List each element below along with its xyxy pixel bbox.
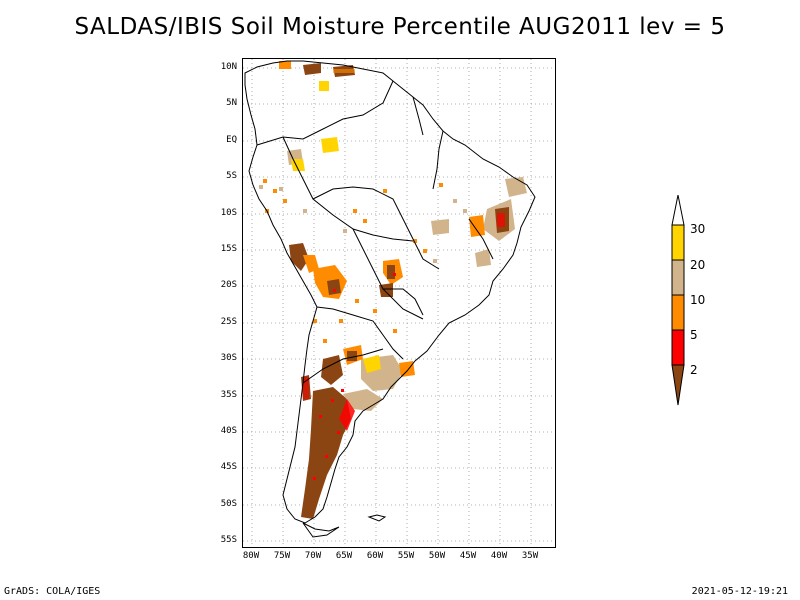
lat-label: 45S <box>220 462 237 472</box>
colorbar-swatch-2-5 <box>671 329 685 366</box>
lat-label: 10N <box>220 62 237 72</box>
lat-label: 5S <box>226 171 237 181</box>
lat-label: 35S <box>220 390 237 400</box>
lat-label: 5N <box>226 98 237 108</box>
grid-lines <box>243 59 555 547</box>
footer-credit: GrADS: COLA/IGES <box>4 586 101 597</box>
colorbar-label: 20 <box>690 258 706 272</box>
colorbar-swatches <box>671 194 685 406</box>
lat-label: 30S <box>220 353 237 363</box>
map-frame <box>242 58 556 548</box>
soil-moisture-field <box>259 61 527 519</box>
colorbar-swatch-10-20 <box>671 259 685 296</box>
map-canvas <box>243 59 555 547</box>
lat-label: 20S <box>220 280 237 290</box>
colorbar-label: 5 <box>690 328 698 342</box>
colorbar-swatch-lt2 <box>671 364 685 406</box>
colorbar-swatch-20-30 <box>671 224 685 261</box>
lat-label: 40S <box>220 426 237 436</box>
lon-label: 60W <box>366 551 384 561</box>
colorbar-swatch-5-10 <box>671 294 685 331</box>
lon-label: 35W <box>521 551 539 561</box>
colorbar-label: 30 <box>690 222 706 236</box>
lon-label: 55W <box>397 551 415 561</box>
lat-label: 55S <box>220 535 237 545</box>
footer-timestamp: 2021-05-12-19:21 <box>691 586 788 597</box>
coastline-borders <box>244 60 536 538</box>
lon-label: 80W <box>242 551 260 561</box>
map-title: SALDAS/IBIS Soil Moisture Percentile AUG… <box>74 14 726 40</box>
colorbar-label: 10 <box>690 293 706 307</box>
colorbar-swatch-gt30 <box>671 194 685 226</box>
lon-label: 50W <box>428 551 446 561</box>
lon-label: 40W <box>490 551 508 561</box>
lat-label: 25S <box>220 317 237 327</box>
colorbar <box>664 194 724 410</box>
lon-label: 65W <box>335 551 353 561</box>
lat-label: EQ <box>226 135 237 145</box>
lon-label: 70W <box>304 551 322 561</box>
lat-label: 15S <box>220 244 237 254</box>
lat-label: 10S <box>220 208 237 218</box>
lon-label: 75W <box>273 551 291 561</box>
lon-label: 45W <box>459 551 477 561</box>
lat-label: 50S <box>220 499 237 509</box>
colorbar-label: 2 <box>690 363 698 377</box>
